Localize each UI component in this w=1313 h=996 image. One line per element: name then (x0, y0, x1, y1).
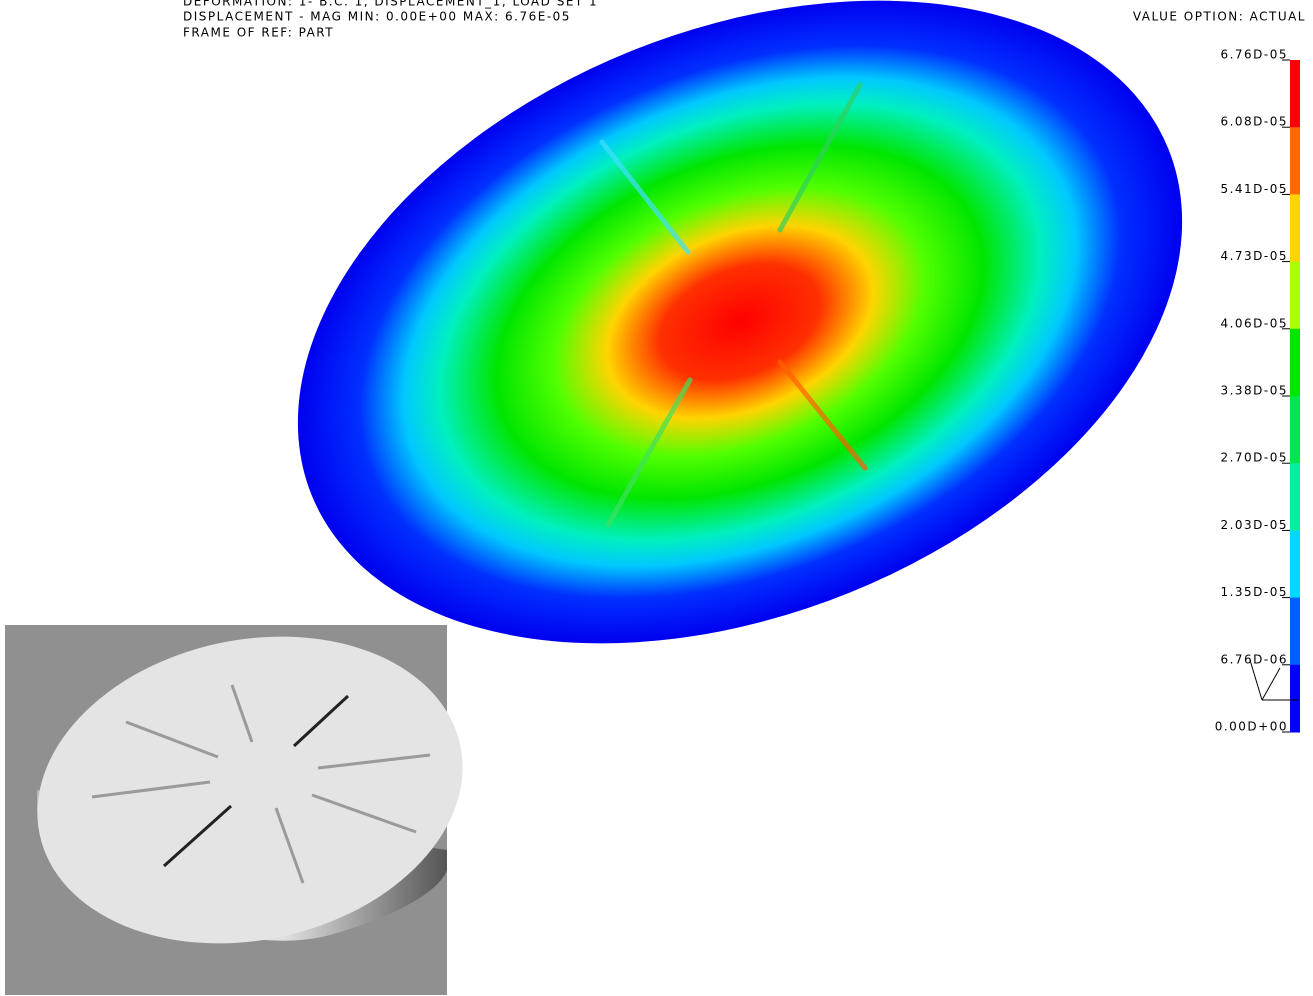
legend-swatch (1290, 194, 1300, 263)
legend-label: 6.76D-05 (1220, 48, 1288, 62)
legend-label: 2.03D-05 (1220, 518, 1288, 532)
legend-swatch (1290, 463, 1300, 531)
model-preview (5, 625, 463, 995)
legend-label: 1.35D-05 (1220, 585, 1288, 599)
header-line: FRAME OF REF: PART (183, 26, 334, 40)
legend-swatch (1290, 261, 1300, 330)
deformed-disc (297, 0, 1183, 644)
legend-swatch (1290, 396, 1300, 464)
legend: 6.76D-05 6.08D-05 5.41D-05 4.73D-05 4.06D-05… (1215, 48, 1300, 734)
header-line: DISPLACEMENT - MAG MIN: 0.00E+00 MAX: 6.… (183, 10, 571, 24)
legend-swatch (1290, 530, 1300, 599)
legend-label: 6.08D-05 (1220, 115, 1288, 129)
legend-swatch (1290, 328, 1300, 397)
header-line: DEFORMATION: 1- B.C. 1, DISPLACEMENT_1, … (183, 0, 598, 9)
legend-label: 0.00D+00 (1215, 720, 1288, 734)
legend-swatch (1290, 60, 1300, 128)
legend-label: 2.70D-05 (1220, 451, 1288, 465)
legend-label: 6.76D-06 (1220, 652, 1288, 666)
legend-swatch (1290, 127, 1300, 195)
legend-label: 3.38D-05 (1220, 384, 1288, 398)
value-option: VALUE OPTION: ACTUAL (1133, 10, 1306, 24)
axis-triad (1249, 659, 1298, 701)
legend-swatch (1290, 597, 1300, 666)
contour-plot (297, 0, 1183, 644)
slit (777, 82, 863, 233)
legend-label: 4.06D-05 (1220, 316, 1288, 330)
slit (605, 377, 693, 528)
legend-label: 4.73D-05 (1220, 249, 1288, 263)
legend-label: 5.41D-05 (1220, 182, 1288, 196)
legend-swatch (1290, 664, 1300, 733)
slit (599, 139, 691, 255)
slit (777, 359, 868, 471)
